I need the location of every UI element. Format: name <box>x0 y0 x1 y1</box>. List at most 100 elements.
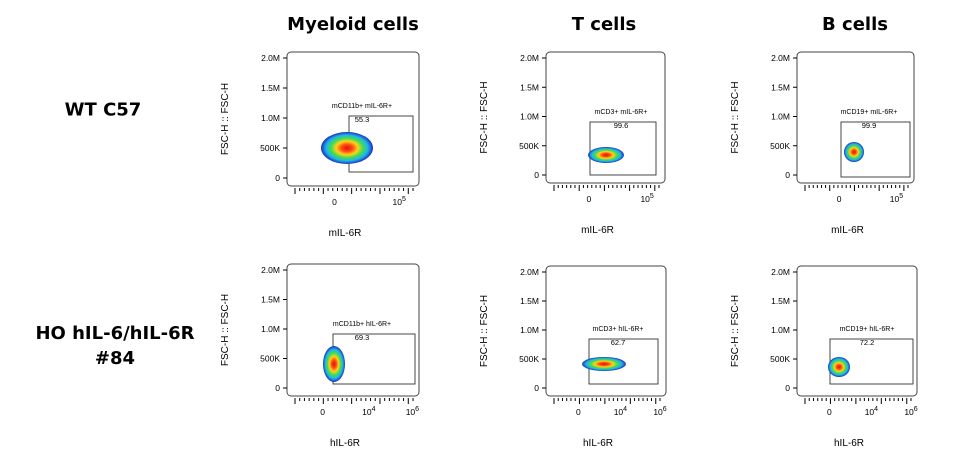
population-density <box>828 357 850 377</box>
y-tick-label: 1.5M <box>520 82 539 92</box>
y-tick-label: 0 <box>275 173 280 183</box>
y-tick-label: 1.5M <box>261 83 280 93</box>
y-tick-label: 1.5M <box>771 82 790 92</box>
y-tick-label: 2.0M <box>261 265 280 275</box>
y-axis-label: FSC-H :: FSC-H <box>220 294 231 366</box>
y-tick-label: 1.5M <box>520 296 539 306</box>
y-tick-label: 500K <box>519 354 539 364</box>
y-tick-label: 1.5M <box>771 296 790 306</box>
plot-frame <box>545 265 667 397</box>
x-tick-label: 0 <box>586 194 591 204</box>
plot-frame <box>796 51 915 184</box>
gate-percentage: 55.3 <box>355 115 370 124</box>
gate-rectangle <box>589 121 657 176</box>
y-tick-label: 1.0M <box>771 325 790 335</box>
y-tick-label: 0 <box>534 170 539 180</box>
row-label-wt: WT C57 <box>64 99 142 121</box>
x-tick-label: 106 <box>653 406 666 417</box>
gate-label: mCD19+ mIL-6R+ <box>841 109 898 116</box>
population-density <box>323 346 345 382</box>
plot-frame <box>286 263 420 397</box>
population-density <box>321 132 373 164</box>
x-tick-label: 105 <box>640 193 653 204</box>
x-axis-label: hIL-6R <box>330 438 360 449</box>
y-tick-label: 0 <box>534 383 539 393</box>
x-tick-exponent: 4 <box>372 406 376 413</box>
population-density <box>582 357 626 371</box>
gate-percentage: 99.6 <box>614 121 629 130</box>
gate-percentage: 99.9 <box>862 121 877 130</box>
gate-percentage: 62.7 <box>611 338 626 347</box>
x-tick-label: 105 <box>393 196 406 207</box>
y-tick-label: 2.0M <box>261 53 280 63</box>
plot-frame <box>796 265 918 397</box>
gate-percentage: 72.2 <box>860 338 875 347</box>
y-tick-label: 1.0M <box>520 112 539 122</box>
y-tick-label: 2.0M <box>520 53 539 63</box>
column-title-myeloid: Myeloid cells <box>287 14 419 35</box>
x-tick-label: 0 <box>332 197 337 207</box>
x-axis-label: mIL-6R <box>329 228 362 239</box>
x-tick-label: 106 <box>904 406 917 417</box>
y-axis-label: FSC-H :: FSC-H <box>220 83 231 155</box>
x-tick-exponent: 5 <box>650 193 654 200</box>
y-tick-label: 500K <box>770 354 790 364</box>
x-tick-label: 0 <box>320 407 325 417</box>
y-tick-label: 500K <box>519 141 539 151</box>
plot-frame <box>286 51 420 187</box>
y-tick-label: 2.0M <box>771 267 790 277</box>
column-title-t-cells: T cells <box>571 14 637 35</box>
gate-label: mCD3+ hIL-6R+ <box>593 326 644 333</box>
gate-percentage: 69.3 <box>355 333 370 342</box>
x-tick-label: 104 <box>362 406 375 417</box>
y-tick-label: 500K <box>260 143 280 153</box>
x-tick-exponent: 5 <box>899 193 903 200</box>
y-tick-label: 500K <box>770 141 790 151</box>
x-tick-exponent: 6 <box>663 406 667 413</box>
x-tick-label: 106 <box>406 406 419 417</box>
population-density <box>588 147 624 163</box>
x-axis-label: mIL-6R <box>831 225 864 236</box>
x-tick-label: 0 <box>837 194 842 204</box>
y-tick-label: 1.0M <box>261 113 280 123</box>
gate-label: mCD11b+ hIL-6R+ <box>333 321 391 328</box>
y-axis-label: FSC-H :: FSC-H <box>730 295 741 367</box>
x-tick-label: 105 <box>890 193 903 204</box>
y-tick-label: 2.0M <box>520 267 539 277</box>
x-tick-exponent: 4 <box>874 406 878 413</box>
row-label-ho: HO hIL-6/hIL-6R #84 <box>35 323 195 369</box>
y-tick-label: 0 <box>275 383 280 393</box>
column-title-b-cells: B cells <box>822 14 888 35</box>
y-tick-label: 0 <box>785 170 790 180</box>
y-tick-label: 1.0M <box>771 112 790 122</box>
y-tick-label: 1.0M <box>520 325 539 335</box>
x-tick-exponent: 4 <box>623 406 627 413</box>
x-tick-exponent: 6 <box>415 406 419 413</box>
x-tick-label: 104 <box>614 406 627 417</box>
x-tick-label: 104 <box>865 406 878 417</box>
gate-rectangle <box>840 121 911 178</box>
y-tick-label: 1.5M <box>261 295 280 305</box>
x-tick-label: 0 <box>827 407 832 417</box>
y-tick-label: 0 <box>785 383 790 393</box>
plot-frame <box>545 51 666 184</box>
x-axis-label: hIL-6R <box>583 438 613 449</box>
x-tick-label: 0 <box>576 407 581 417</box>
y-axis-label: FSC-H :: FSC-H <box>479 81 490 153</box>
y-axis-label: FSC-H :: FSC-H <box>730 81 741 153</box>
gate-label: mCD11b+ mIL-6R+ <box>332 103 392 110</box>
population-density <box>844 142 864 162</box>
gate-label: mCD19+ hIL-6R+ <box>840 326 895 333</box>
y-tick-label: 2.0M <box>771 53 790 63</box>
gate-label: mCD3+ mIL-6R+ <box>595 109 648 116</box>
y-tick-label: 500K <box>260 354 280 364</box>
y-tick-label: 1.0M <box>261 324 280 334</box>
x-tick-exponent: 5 <box>402 196 406 203</box>
x-tick-exponent: 6 <box>914 406 918 413</box>
